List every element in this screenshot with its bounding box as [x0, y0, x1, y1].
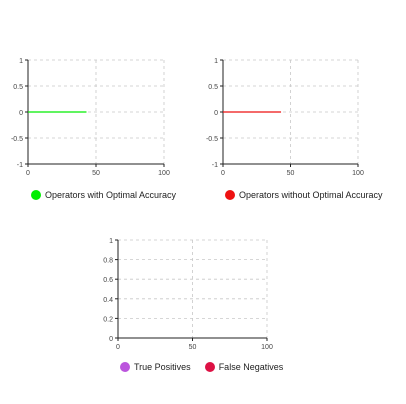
legend-item[interactable]: False Negatives [204, 362, 284, 372]
y-tick-label: -0.5 [206, 136, 218, 143]
legend-chart-3: True Positives False Negatives [120, 362, 283, 372]
x-tick-label: 0 [26, 170, 30, 177]
legend-swatch-green [31, 190, 41, 200]
y-tick-label: 1 [19, 58, 23, 65]
x-tick-label: 0 [221, 170, 225, 177]
y-tick-label: -1 [17, 162, 23, 169]
legend-label: False Negatives [218, 362, 284, 372]
x-tick-label: 100 [261, 344, 273, 351]
y-tick-label: 0.2 [103, 316, 113, 323]
legend-swatch-crimson [204, 362, 215, 372]
legend-swatch-red [225, 190, 235, 200]
y-tick-label: 0 [19, 110, 23, 117]
x-tick-label: 50 [189, 344, 197, 351]
legend-label: Operators with Optimal Accuracy [45, 190, 177, 200]
legend-chart-2: Operators without Optimal Accuracy [225, 190, 383, 200]
legend-item[interactable]: Operators with Optimal Accuracy [31, 190, 176, 200]
legend-item[interactable]: Operators without Optimal Accuracy [225, 190, 383, 200]
y-tick-label: 0.5 [13, 84, 23, 91]
legend-label: True Positives [134, 362, 191, 372]
y-tick-label: 1 [214, 58, 218, 65]
y-tick-label: 0.4 [103, 297, 113, 304]
legend-item[interactable]: True Positives [120, 362, 191, 372]
x-tick-label: 50 [287, 170, 295, 177]
y-tick-label: 0.8 [103, 258, 113, 265]
y-tick-label: 1 [109, 238, 113, 245]
y-tick-label: 0.5 [208, 84, 218, 91]
legend-swatch-purple [120, 362, 130, 372]
y-tick-label: 0.6 [103, 277, 113, 284]
x-tick-label: 100 [352, 170, 364, 177]
legend-label: Operators without Optimal Accuracy [239, 190, 383, 200]
y-tick-label: 0 [109, 336, 113, 343]
y-tick-label: -0.5 [11, 136, 23, 143]
x-tick-label: 100 [158, 170, 170, 177]
x-tick-label: 0 [116, 344, 120, 351]
legend-chart-1: Operators with Optimal Accuracy [31, 190, 176, 200]
y-tick-label: -1 [212, 162, 218, 169]
y-tick-label: 0 [214, 110, 218, 117]
x-tick-label: 50 [92, 170, 100, 177]
